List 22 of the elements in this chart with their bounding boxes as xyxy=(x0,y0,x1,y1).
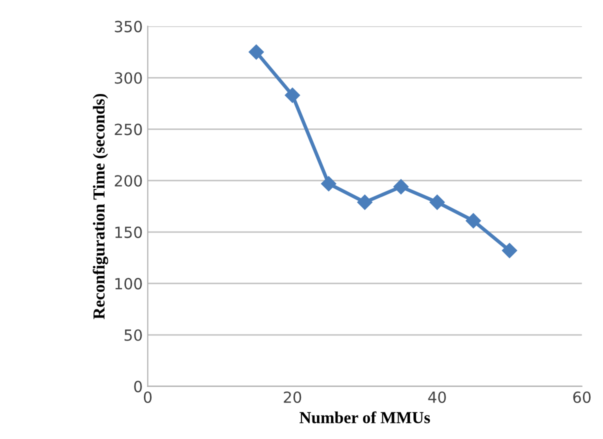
point xyxy=(284,88,300,103)
point xyxy=(466,213,481,228)
x-tick-label: 40 xyxy=(428,391,446,404)
point xyxy=(502,242,518,258)
point xyxy=(357,194,372,210)
y-tick-label: 100 xyxy=(115,278,142,290)
y-axis-title: Reconfiguration Time (seconds) xyxy=(92,94,108,320)
point xyxy=(321,176,336,192)
y-tick-label: 300 xyxy=(114,72,142,84)
y-tick-label: 350 xyxy=(114,20,142,32)
x-tick-label: 0 xyxy=(144,391,152,404)
y-tick-label: 50 xyxy=(124,329,142,341)
y-tick-label: 200 xyxy=(114,175,142,187)
point xyxy=(393,179,409,194)
x-tick-label: 60 xyxy=(573,391,591,404)
y-tick-label: 150 xyxy=(115,226,142,238)
point xyxy=(430,194,445,210)
point xyxy=(248,44,264,60)
x-axis-title: Number of MMUs xyxy=(300,411,430,424)
x-tick-label: 20 xyxy=(284,391,302,404)
y-tick-label: 250 xyxy=(114,124,142,136)
y-tick-label: 0 xyxy=(134,380,142,392)
